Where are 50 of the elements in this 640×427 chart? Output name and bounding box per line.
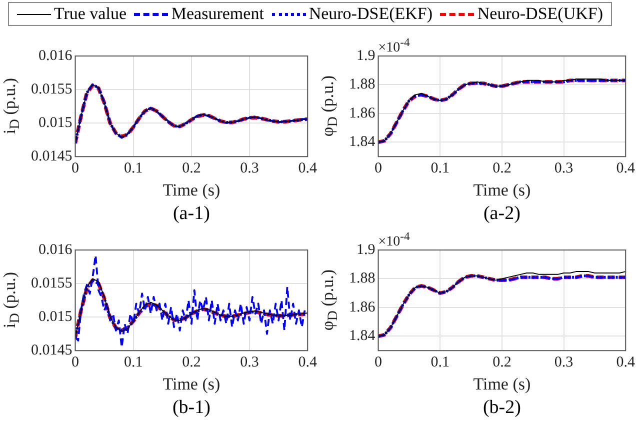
y-tick-label: 0.016 — [38, 48, 73, 64]
x-axis-title: Time (s) — [473, 374, 531, 394]
x-tick-label: 0 — [374, 160, 382, 177]
y-tick-label: 0.0145 — [31, 342, 72, 359]
y-tick-label: 0.0155 — [31, 81, 72, 98]
x-tick-label: 0.1 — [430, 354, 450, 371]
y-tick-label: 1.84 — [349, 134, 376, 150]
x-tick-label: 0.1 — [124, 160, 143, 177]
text: (a-2) — [483, 203, 520, 225]
y-tick-label: 0.0155 — [31, 275, 72, 292]
x-tick-label: 0.3 — [240, 160, 259, 177]
x-tick-label: 0.2 — [492, 160, 512, 177]
y-tick-label: 1.88 — [349, 76, 376, 93]
x-axis-title: Time (s) — [162, 374, 220, 394]
x-tick-label: 0.3 — [554, 160, 574, 177]
y-tick-label: 1.88 — [349, 270, 376, 287]
x-tick-label: 0.1 — [124, 354, 143, 371]
text: ×10$^{-4}$ — [378, 230, 410, 251]
y-tick-label: 1.9 — [356, 242, 376, 258]
text: (a-1) — [172, 203, 210, 225]
text: ×10$^{-4}$ — [378, 36, 410, 57]
x-axis-title: Time (s) — [473, 180, 531, 200]
text: (b-2) — [482, 397, 521, 419]
x-tick-label: 0.1 — [430, 160, 450, 177]
x-tick-label: 0.4 — [298, 160, 318, 177]
x-axis-title: Time (s) — [162, 180, 220, 200]
y-tick-label: 0.015 — [38, 115, 72, 132]
legend-label: Measurement — [171, 4, 264, 24]
y-tick-label: 1.9 — [356, 48, 376, 64]
x-tick-label: 0.3 — [554, 354, 574, 371]
x-tick-label: 0.4 — [616, 160, 636, 177]
x-tick-label: 0.2 — [492, 354, 512, 371]
x-tick-label: 0.2 — [182, 354, 201, 371]
y-tick-label: 1.84 — [349, 328, 376, 344]
legend-label: True value — [54, 4, 126, 24]
x-tick-label: 0.4 — [616, 354, 636, 371]
legend-label: Neuro-DSE(EKF) — [308, 4, 433, 24]
text: (b-1) — [172, 397, 210, 419]
x-tick-label: 0 — [72, 354, 79, 371]
x-tick-label: 0 — [374, 354, 382, 371]
y-tick-label: 0.0145 — [31, 148, 72, 165]
y-tick-label: 1.86 — [349, 105, 376, 122]
x-tick-label: 0.3 — [240, 354, 259, 371]
x-tick-label: 0.4 — [298, 354, 318, 371]
y-tick-label: 1.86 — [349, 299, 376, 316]
legend-label: Neuro-DSE(UKF) — [477, 4, 603, 24]
y-tick-label: 0.015 — [38, 309, 72, 326]
y-tick-label: 0.016 — [38, 242, 73, 258]
x-tick-label: 0 — [72, 160, 79, 177]
x-tick-label: 0.2 — [182, 160, 201, 177]
